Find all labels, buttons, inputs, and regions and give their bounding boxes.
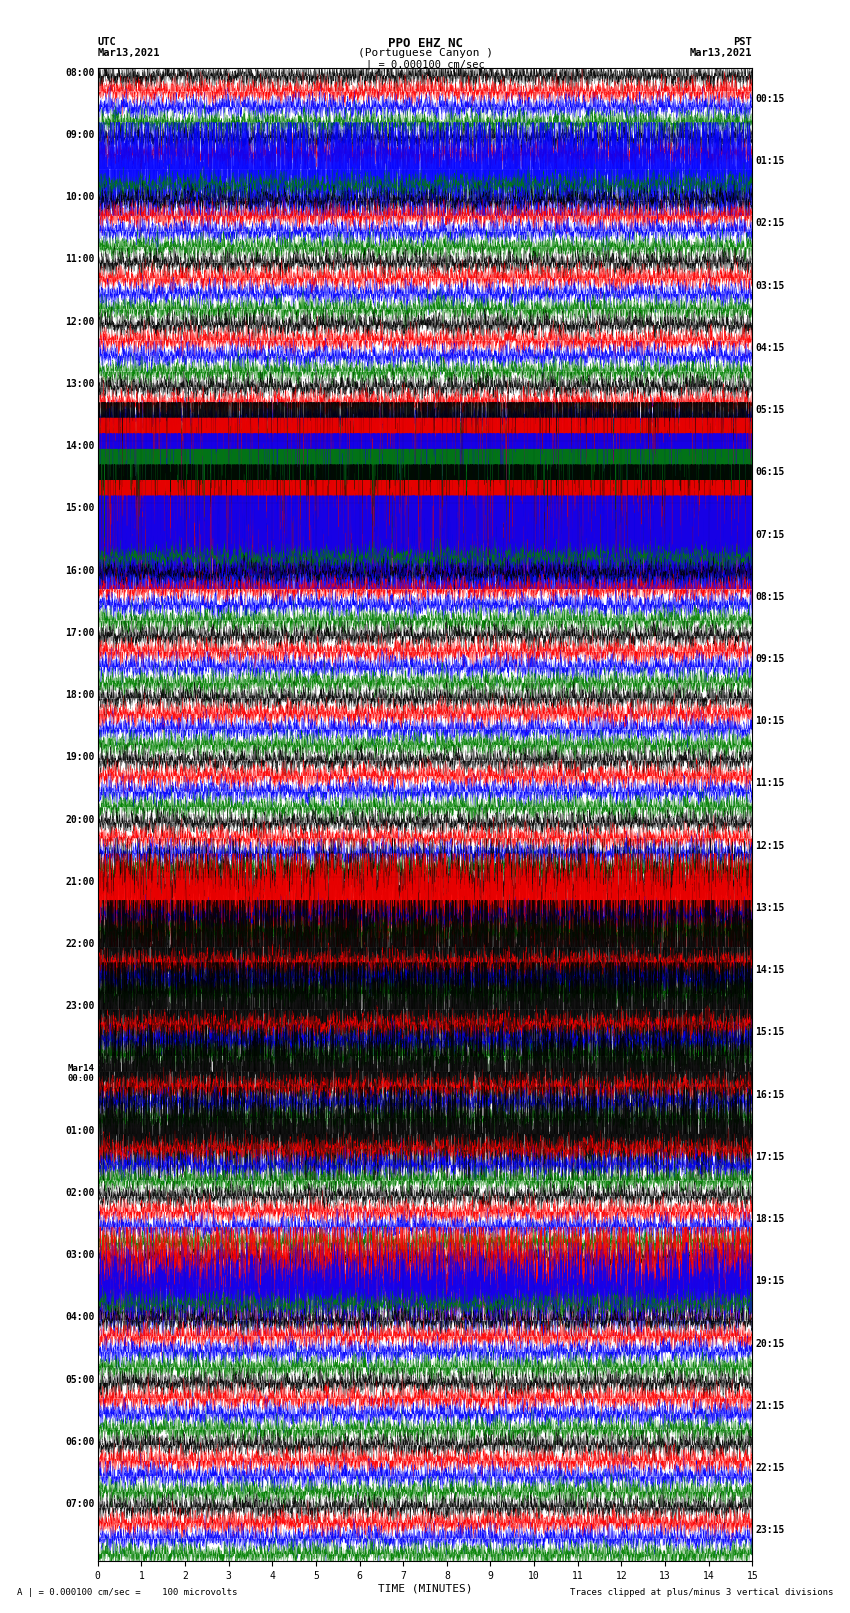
Text: 05:00: 05:00 [65, 1374, 94, 1384]
Text: UTC: UTC [98, 37, 116, 47]
Text: 20:00: 20:00 [65, 815, 94, 824]
Text: 07:15: 07:15 [756, 529, 785, 539]
Text: 13:00: 13:00 [65, 379, 94, 389]
Text: 03:15: 03:15 [756, 281, 785, 290]
Text: 22:00: 22:00 [65, 939, 94, 948]
Text: 11:15: 11:15 [756, 779, 785, 789]
Text: 07:00: 07:00 [65, 1498, 94, 1510]
Text: 12:00: 12:00 [65, 316, 94, 327]
Text: 21:00: 21:00 [65, 877, 94, 887]
Text: PPO EHZ NC: PPO EHZ NC [388, 37, 462, 50]
Text: 17:00: 17:00 [65, 627, 94, 637]
Text: 01:15: 01:15 [756, 156, 785, 166]
Text: 05:15: 05:15 [756, 405, 785, 415]
Text: 23:15: 23:15 [756, 1526, 785, 1536]
Text: 10:15: 10:15 [756, 716, 785, 726]
Text: | = 0.000100 cm/sec: | = 0.000100 cm/sec [366, 60, 484, 71]
Text: 06:15: 06:15 [756, 468, 785, 477]
Text: 11:00: 11:00 [65, 255, 94, 265]
Text: 04:00: 04:00 [65, 1313, 94, 1323]
Text: PST: PST [734, 37, 752, 47]
Text: 19:00: 19:00 [65, 752, 94, 763]
Text: 14:15: 14:15 [756, 965, 785, 976]
Text: 10:00: 10:00 [65, 192, 94, 202]
Text: 09:00: 09:00 [65, 131, 94, 140]
Text: 16:15: 16:15 [756, 1090, 785, 1100]
Text: 01:00: 01:00 [65, 1126, 94, 1136]
Text: 19:15: 19:15 [756, 1276, 785, 1286]
X-axis label: TIME (MINUTES): TIME (MINUTES) [377, 1584, 473, 1594]
Text: 18:00: 18:00 [65, 690, 94, 700]
Text: 08:00: 08:00 [65, 68, 94, 77]
Text: 22:15: 22:15 [756, 1463, 785, 1473]
Text: (Portuguese Canyon ): (Portuguese Canyon ) [358, 48, 492, 58]
Text: Mar13,2021: Mar13,2021 [689, 48, 752, 58]
Text: 09:15: 09:15 [756, 653, 785, 665]
Text: Mar14
00:00: Mar14 00:00 [68, 1063, 94, 1082]
Text: 23:00: 23:00 [65, 1002, 94, 1011]
Text: 18:15: 18:15 [756, 1215, 785, 1224]
Text: 00:15: 00:15 [756, 94, 785, 103]
Text: 15:15: 15:15 [756, 1027, 785, 1037]
Text: 08:15: 08:15 [756, 592, 785, 602]
Text: 04:15: 04:15 [756, 344, 785, 353]
Text: 20:15: 20:15 [756, 1339, 785, 1348]
Text: 02:15: 02:15 [756, 218, 785, 229]
Text: 02:00: 02:00 [65, 1187, 94, 1198]
Text: A | = 0.000100 cm/sec =    100 microvolts: A | = 0.000100 cm/sec = 100 microvolts [17, 1587, 237, 1597]
Text: 14:00: 14:00 [65, 442, 94, 452]
Text: 21:15: 21:15 [756, 1400, 785, 1411]
Text: 16:00: 16:00 [65, 566, 94, 576]
Text: 17:15: 17:15 [756, 1152, 785, 1161]
Text: Mar13,2021: Mar13,2021 [98, 48, 161, 58]
Text: 13:15: 13:15 [756, 903, 785, 913]
Text: 12:15: 12:15 [756, 840, 785, 850]
Text: 06:00: 06:00 [65, 1437, 94, 1447]
Text: Traces clipped at plus/minus 3 vertical divisions: Traces clipped at plus/minus 3 vertical … [570, 1587, 833, 1597]
Text: 15:00: 15:00 [65, 503, 94, 513]
Text: 03:00: 03:00 [65, 1250, 94, 1260]
